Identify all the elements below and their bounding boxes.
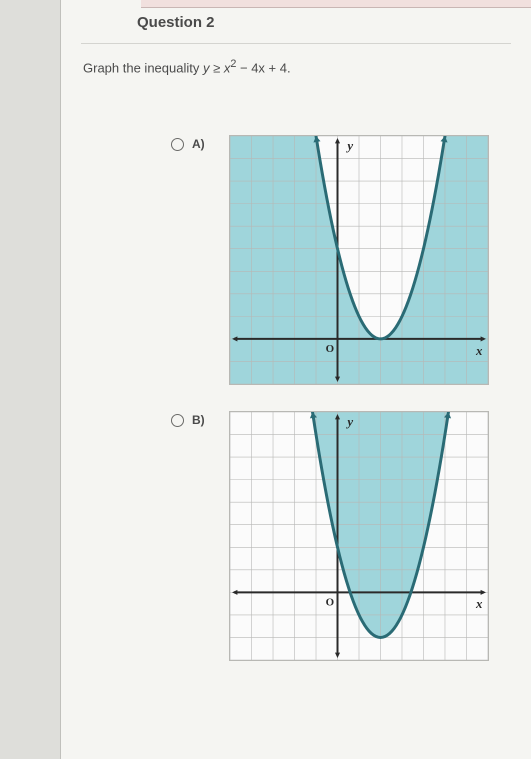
- radio-wrap-a[interactable]: A): [171, 137, 215, 151]
- choices-list: A) y x O B) y x O: [81, 135, 511, 661]
- radio-a[interactable]: [171, 138, 184, 151]
- graph-a: y x O: [229, 135, 489, 385]
- expr-tail: − 4x + 4.: [236, 60, 290, 75]
- choice-a[interactable]: A) y x O: [171, 135, 511, 385]
- graph-b: y x O: [229, 411, 489, 661]
- choice-b[interactable]: B) y x O: [171, 411, 511, 661]
- choice-b-label: B): [192, 413, 205, 427]
- question-prompt: Graph the inequality y ≥ x2 − 4x + 4.: [81, 58, 511, 75]
- radio-b[interactable]: [171, 414, 184, 427]
- question-title: Question 2: [81, 10, 511, 44]
- var-y: y: [203, 60, 210, 75]
- op: ≥: [213, 60, 220, 75]
- tab-strip: [141, 0, 531, 8]
- svg-text:x: x: [475, 344, 483, 358]
- svg-text:y: y: [345, 139, 353, 153]
- radio-wrap-b[interactable]: B): [171, 413, 215, 427]
- svg-text:O: O: [326, 597, 334, 609]
- choice-a-label: A): [192, 137, 205, 151]
- prompt-prefix: Graph the inequality: [83, 60, 203, 75]
- svg-text:y: y: [345, 415, 353, 429]
- svg-text:O: O: [326, 343, 334, 355]
- page: Question 2 Graph the inequality y ≥ x2 −…: [60, 0, 531, 759]
- svg-text:x: x: [475, 598, 483, 612]
